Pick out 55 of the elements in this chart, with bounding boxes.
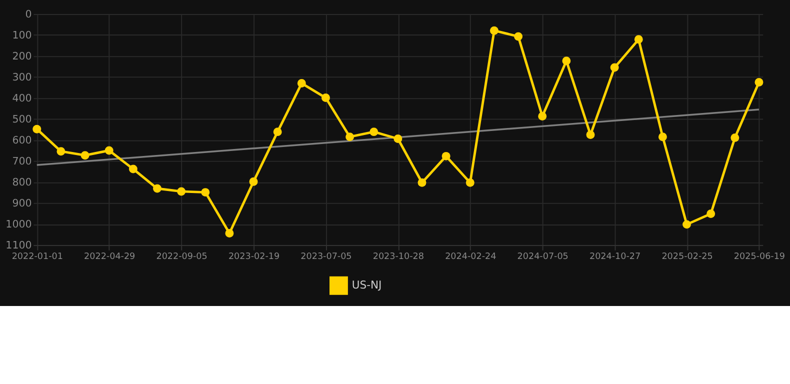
y-tick-label: 200 <box>12 50 32 62</box>
point <box>586 130 595 139</box>
legend-label: US-NJ <box>352 278 382 292</box>
point <box>754 78 764 86</box>
point <box>297 79 306 88</box>
point <box>658 132 667 142</box>
point <box>346 132 354 142</box>
x-tick-label: 2023-10-28 <box>372 252 424 262</box>
point <box>249 177 258 186</box>
point <box>466 178 474 187</box>
y-tick-label: 300 <box>12 71 32 84</box>
point <box>418 178 426 187</box>
point <box>634 35 643 44</box>
point <box>682 220 692 229</box>
x-tick-label: 2025-06-19 <box>734 252 786 262</box>
y-tick-label: 500 <box>12 113 32 126</box>
point <box>177 187 186 196</box>
point <box>610 63 619 72</box>
point <box>442 152 450 160</box>
point <box>56 147 66 156</box>
point <box>273 128 282 136</box>
y-tick-label: 1000 <box>6 218 32 230</box>
y-tick-label: 100 <box>12 29 32 42</box>
x-tick-label: 2022-01-01 <box>12 252 63 262</box>
y-tick-label: 1100 <box>6 239 32 252</box>
point <box>730 133 740 142</box>
y-tick-label: 400 <box>12 92 32 104</box>
point <box>104 146 114 155</box>
x-tick-label: 2024-02-24 <box>445 252 497 262</box>
point <box>80 151 90 160</box>
point <box>201 188 210 197</box>
point <box>538 112 547 121</box>
x-tick-label: 2025-02-25 <box>662 252 713 262</box>
x-tick-label: 2022-04-29 <box>84 252 136 262</box>
point <box>394 134 402 143</box>
point <box>153 184 162 193</box>
point <box>321 94 330 102</box>
point <box>32 124 42 134</box>
y-tick-label: 0 <box>25 8 32 20</box>
point <box>490 26 498 35</box>
point <box>370 128 378 136</box>
y-tick-label: 600 <box>12 134 32 146</box>
x-tick-label: 2023-07-05 <box>300 252 352 262</box>
point <box>706 209 716 218</box>
y-tick-label: 900 <box>12 197 32 210</box>
point <box>514 32 523 41</box>
y-tick-label: 800 <box>12 176 32 188</box>
x-tick-label: 2022-09-05 <box>156 252 208 262</box>
point <box>128 164 138 174</box>
point <box>225 229 234 238</box>
x-tick-label: 2024-07-05 <box>517 252 568 262</box>
point <box>562 56 571 66</box>
x-tick-label: 2023-02-19 <box>228 252 280 262</box>
x-tick-label: 2024-10-27 <box>589 252 641 262</box>
y-tick-label: 700 <box>12 155 32 168</box>
